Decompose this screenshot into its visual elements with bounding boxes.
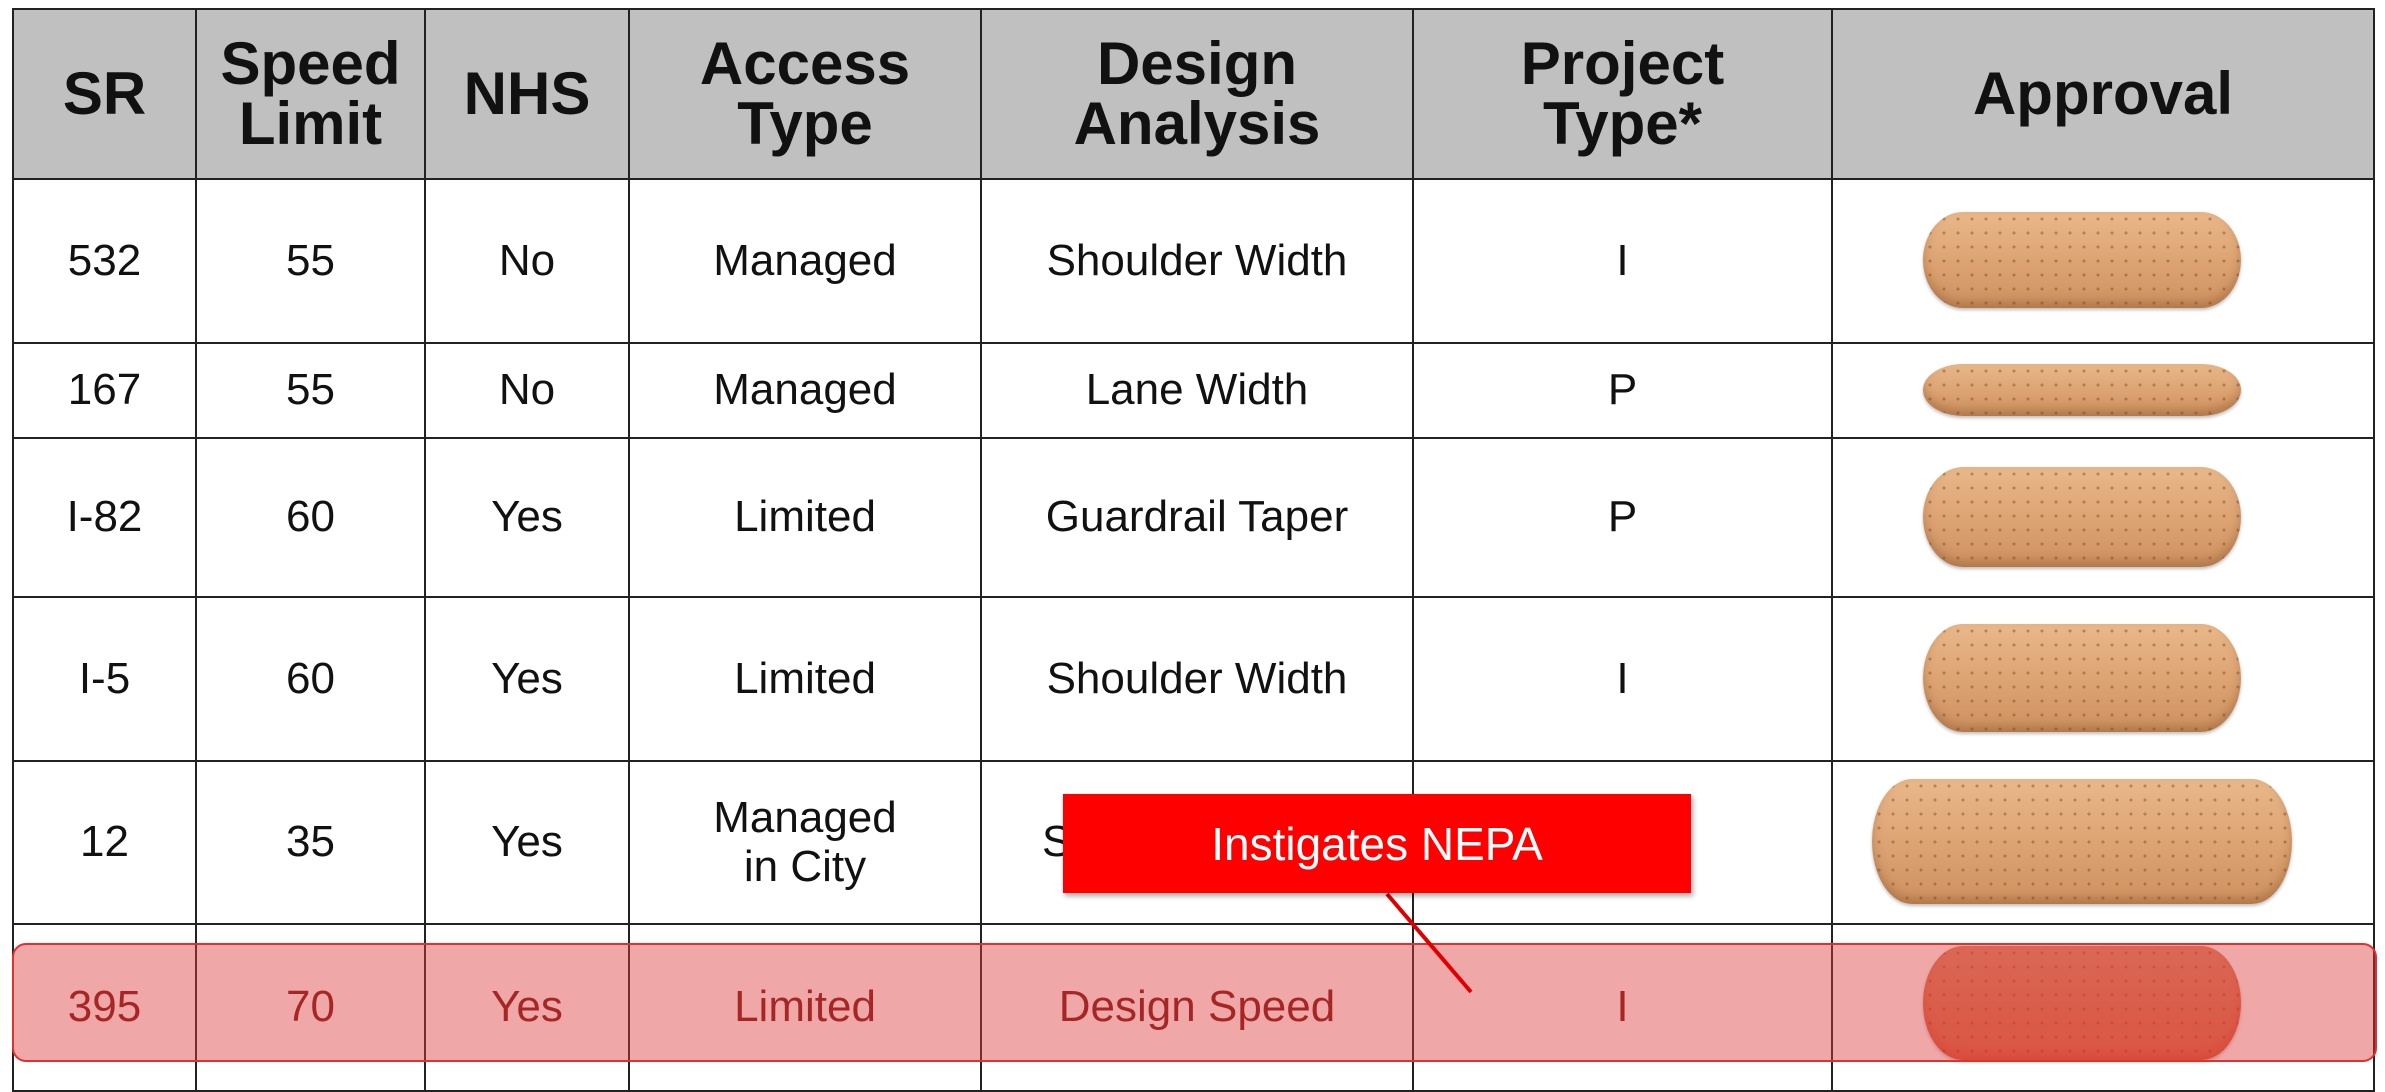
callout-box: Instigates NEPA <box>1063 794 1691 893</box>
bandage-icon <box>1923 212 2241 308</box>
pointer-line <box>1385 892 1473 994</box>
table-cell: Managed in City <box>628 760 982 925</box>
bandage-icon <box>1923 363 2241 416</box>
bandage-icon <box>1872 779 2292 904</box>
bandage-icon <box>1923 466 2241 567</box>
table-cell: Design Speed <box>980 923 1414 1092</box>
bandage-icon <box>1923 624 2241 732</box>
header-cell: Project Type* <box>1412 8 1833 180</box>
table-cell: Guardrail Taper <box>980 437 1414 598</box>
header-cell: NHS <box>424 8 630 180</box>
table-cell: Shoulder Width <box>980 178 1414 344</box>
header-cell: SR <box>12 8 197 180</box>
header-cell: Approval <box>1831 8 2375 180</box>
row-highlight <box>12 943 2377 1062</box>
bandage-icon <box>1923 946 2241 1060</box>
